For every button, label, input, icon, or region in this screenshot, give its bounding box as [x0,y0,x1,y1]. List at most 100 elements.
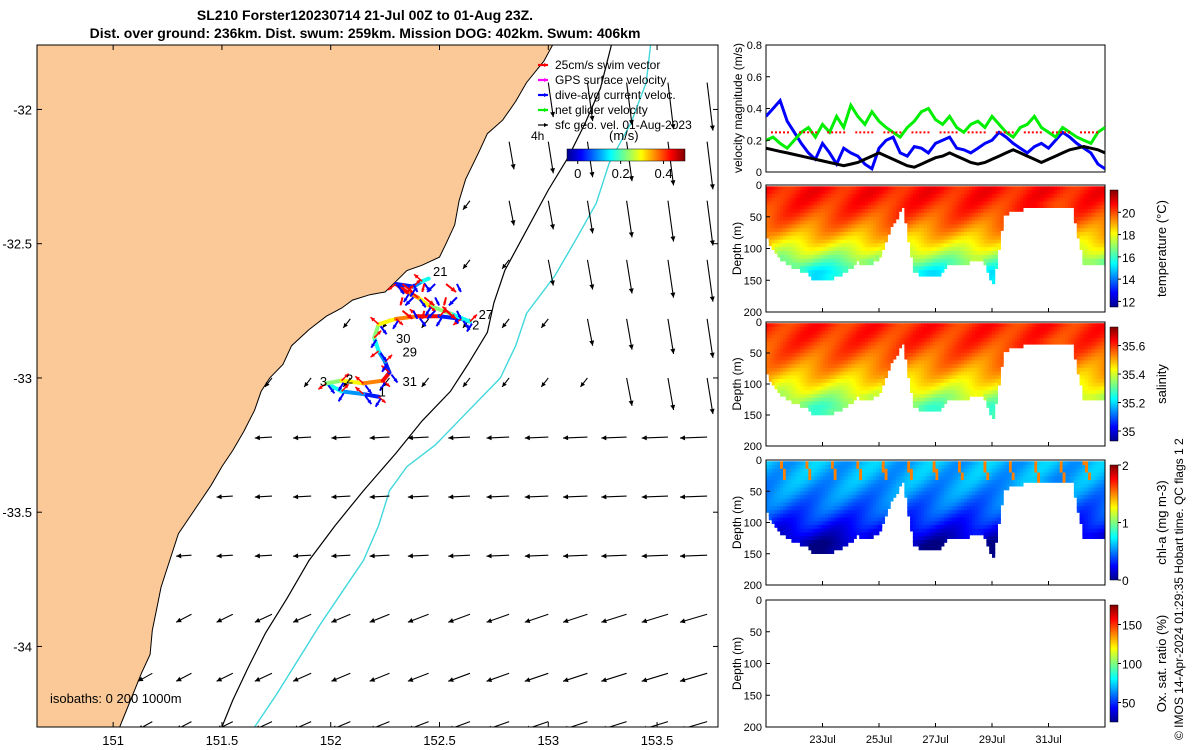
profile-cell [1088,254,1092,262]
profile-cell [1073,334,1078,341]
profile-cell [1017,190,1021,197]
profile-cell [1093,386,1097,393]
profile-cell [791,364,795,371]
profile-cell [785,258,789,266]
profile-cell [977,193,982,201]
profile-cell [822,220,826,228]
profile-cell [799,525,804,532]
profile-cell [944,390,948,397]
profile-cell [785,327,789,334]
profile-cell [927,397,931,405]
profile-cell [822,536,826,543]
profile-cell [771,341,775,349]
profile-cell [799,386,804,393]
profile-y-tick-label: 0 [756,317,762,329]
profile-cell [969,390,973,397]
profile-cell [924,349,928,356]
profile-cell [805,220,809,228]
profile-cell [952,323,956,330]
profile-cell [799,540,804,547]
profile-cell [929,341,934,349]
profile-cell [783,375,787,382]
profile-cell [850,397,854,405]
profile-cell [828,239,832,247]
profile-cell [915,382,919,390]
profile-cell [867,228,871,235]
profile-cell [780,360,784,367]
profile-cell [794,468,798,476]
profile-cell [980,356,984,364]
profile-cell [797,532,801,539]
profile-cell [799,401,804,408]
profile-cell [850,382,854,390]
profile-cell [992,251,996,258]
profile-cell [972,367,976,375]
profile-cell [856,386,860,393]
dive-current-vector [397,285,405,295]
profile-cell [833,521,837,528]
profile-cell [958,375,962,382]
profile-cell [822,327,826,334]
profile-cell [1003,341,1007,349]
day-label: 27 [479,307,493,322]
profile-cell [1059,330,1063,338]
profile-cell [859,258,863,266]
profile-cell [1051,197,1055,205]
profile-cell [766,334,770,341]
profile-cell [924,334,928,341]
profile-cell [938,224,942,231]
current-vector [293,435,312,441]
profile-cell [833,334,837,341]
profile-cell [794,205,798,212]
profile-cell [980,224,984,231]
profile-cell [983,327,987,334]
profile-cell [822,190,826,197]
profile-cell [929,345,934,353]
profile-cell [983,254,987,262]
profile-cell [876,375,880,382]
profile-cell [966,356,970,364]
profile-cell [873,375,877,382]
current-vector [586,82,595,122]
profile-cell [955,224,959,231]
profile-cell [831,186,835,193]
profile-cell [924,393,928,401]
profile-cell [935,393,939,401]
profile-cell [912,193,917,201]
profile-cell [952,360,956,367]
profile-cell [958,243,962,250]
profile-cell [1088,193,1092,201]
profile-cell [814,476,818,483]
profile-cell [839,323,843,330]
profile-cell [873,205,877,212]
profile-cell [794,190,798,197]
profile-cell [918,349,922,356]
profile-cell [969,327,973,334]
profile-cell [802,190,806,197]
profile-cell [1088,338,1092,345]
profile-cell [839,345,843,353]
profile-cell [811,491,815,498]
profile-cell [822,468,826,476]
profile-cell [766,468,770,476]
profile-cell [805,502,809,509]
profile-cell [847,330,852,338]
profile-cell [819,525,823,532]
profile-cell [777,468,781,476]
profile-cell [1090,216,1095,224]
profile-cell [791,243,795,250]
profile-colorbar-tick-label: 35.2 [1122,397,1146,411]
profile-cell [856,349,860,356]
profile-cell [833,540,837,547]
profile-cell [1073,186,1078,193]
profile-y-tick-label: 200 [744,307,762,319]
profile-cell [839,468,843,476]
profile-cell [771,243,775,250]
profile-cell [780,356,784,364]
profile-cell [896,323,900,330]
profile-cell [924,190,928,197]
profile-cell [915,356,919,364]
profile-cell [783,349,787,356]
profile-cell [997,345,1001,353]
